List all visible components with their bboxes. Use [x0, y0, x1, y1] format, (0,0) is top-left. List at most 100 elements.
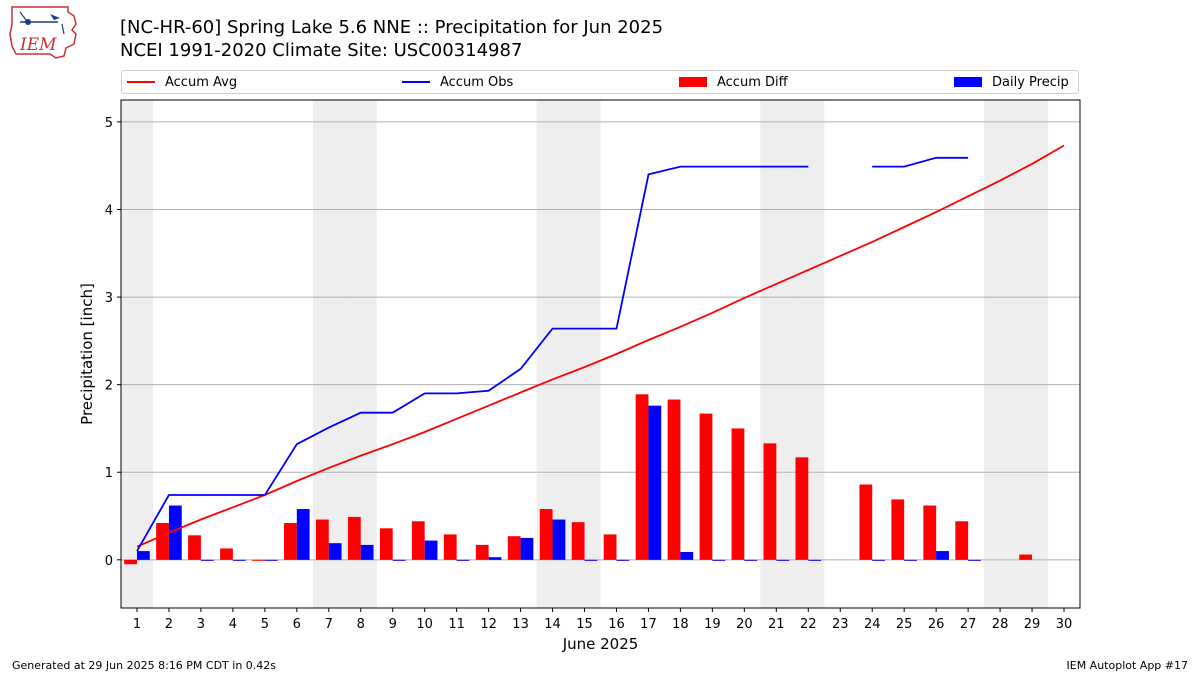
x-tick-label: 13 — [512, 617, 529, 632]
accum-diff-bar — [188, 535, 201, 560]
y-tick-label: 4 — [105, 203, 113, 218]
weekend-band — [984, 100, 1017, 608]
accum-diff-bar — [507, 536, 521, 560]
daily-precip-bar — [328, 543, 342, 560]
accum-diff-bar — [731, 428, 745, 560]
daily-precip-bar — [712, 559, 726, 561]
accum-avg-line — [136, 144, 1065, 548]
daily-precip-bar — [808, 559, 822, 561]
legend-swatch-daily — [954, 77, 982, 87]
daily-precip-bar — [424, 540, 438, 560]
x-tick-label: 16 — [608, 617, 625, 632]
daily-precip-bar — [488, 557, 502, 560]
y-tick-label: 2 — [105, 379, 113, 394]
legend-label-daily: Daily Precip — [992, 74, 1069, 90]
x-tick-label: 14 — [544, 617, 561, 632]
legend-label-obs: Accum Obs — [440, 74, 514, 90]
accum-diff-bar — [667, 399, 681, 560]
accum-diff-bar — [923, 505, 937, 560]
x-tick-label: 24 — [864, 617, 881, 632]
legend-swatch-avg — [127, 81, 155, 83]
daily-precip-bar — [936, 551, 949, 560]
accum-diff-bar — [252, 559, 265, 561]
legend-label-avg: Accum Avg — [165, 74, 238, 90]
accum-diff-bar — [699, 413, 713, 560]
accum-diff-bar — [795, 457, 809, 560]
x-tick-label: 1 — [133, 617, 141, 632]
x-tick-label: 21 — [768, 617, 785, 632]
accum-diff-bar — [635, 394, 649, 560]
x-tick-label: 3 — [197, 617, 205, 632]
x-tick-label: 28 — [992, 617, 1009, 632]
daily-precip-bar — [360, 544, 374, 560]
x-tick-label: 2 — [165, 617, 173, 632]
legend-swatch-obs — [402, 81, 430, 83]
accum-diff-bar — [891, 499, 905, 560]
daily-precip-bar — [776, 559, 790, 561]
x-tick-label: 9 — [389, 617, 397, 632]
x-tick-label: 23 — [832, 617, 849, 632]
legend-daily-precip: Daily Precip — [954, 71, 1069, 93]
y-tick-label: 1 — [105, 466, 113, 481]
x-tick-label: 11 — [448, 617, 465, 632]
y-axis-label: Precipitation [inch] — [78, 283, 96, 425]
accum-diff-bar — [411, 521, 425, 560]
daily-precip-bar — [296, 509, 310, 560]
weekend-band — [121, 100, 153, 608]
daily-precip-bar — [456, 559, 470, 561]
x-tick-label: 10 — [416, 617, 433, 632]
legend-label-diff: Accum Diff — [717, 74, 788, 90]
x-tick-label: 29 — [1024, 617, 1041, 632]
accum-diff-bar — [571, 522, 585, 560]
x-tick-label: 26 — [928, 617, 945, 632]
accum-diff-bar — [955, 521, 969, 560]
accum-diff-bar — [859, 484, 873, 560]
accum-diff-bar — [156, 523, 169, 560]
x-tick-label: 7 — [325, 617, 333, 632]
daily-precip-bar — [520, 537, 534, 560]
legend-accum-avg: Accum Avg — [127, 71, 237, 93]
daily-precip-bar — [680, 551, 694, 560]
legend-accum-obs: Accum Obs — [402, 71, 513, 93]
daily-precip-bar — [584, 559, 598, 561]
x-tick-label: 30 — [1056, 617, 1073, 632]
daily-precip-bar — [968, 559, 981, 561]
accum-diff-bar — [124, 559, 137, 565]
x-tick-label: 12 — [480, 617, 497, 632]
accum-diff-bar — [443, 534, 457, 560]
daily-precip-bar — [264, 559, 278, 561]
accum-diff-bar — [1019, 554, 1033, 560]
x-tick-label: 8 — [357, 617, 365, 632]
plot-frame — [120, 99, 1081, 609]
accum-diff-bar — [539, 509, 553, 560]
x-axis-label: June 2025 — [562, 635, 639, 653]
x-tick-label: 5 — [261, 617, 269, 632]
legend-swatch-diff — [679, 77, 707, 87]
app-note: IEM Autoplot App #17 — [1066, 659, 1189, 672]
y-tick-label: 3 — [105, 291, 113, 306]
x-tick-label: 25 — [896, 617, 913, 632]
accum-diff-bar — [603, 534, 617, 560]
daily-precip-bar — [904, 559, 917, 561]
x-tick-label: 20 — [736, 617, 753, 632]
accum-diff-bar — [379, 528, 393, 560]
accum-obs-line — [136, 156, 969, 552]
x-tick-label: 19 — [704, 617, 721, 632]
x-tick-label: 6 — [293, 617, 301, 632]
x-tick-label: 18 — [672, 617, 689, 632]
x-tick-label: 22 — [800, 617, 817, 632]
y-tick-label: 0 — [105, 554, 113, 569]
accum-diff-bar — [284, 523, 297, 560]
daily-precip-bar — [168, 505, 182, 560]
accum-diff-bar — [347, 516, 361, 560]
daily-precip-bar — [232, 559, 246, 561]
x-tick-label: 4 — [229, 617, 237, 632]
chart-subtitle: NCEI 1991-2020 Climate Site: USC00314987 — [120, 40, 523, 61]
legend-accum-diff: Accum Diff — [679, 71, 788, 93]
daily-precip-bar — [744, 559, 758, 561]
daily-precip-bar — [552, 519, 566, 560]
daily-precip-bar — [200, 559, 214, 561]
x-tick-label: 27 — [960, 617, 977, 632]
generated-note: Generated at 29 Jun 2025 8:16 PM CDT in … — [12, 659, 277, 672]
daily-precip-bar — [872, 559, 886, 561]
